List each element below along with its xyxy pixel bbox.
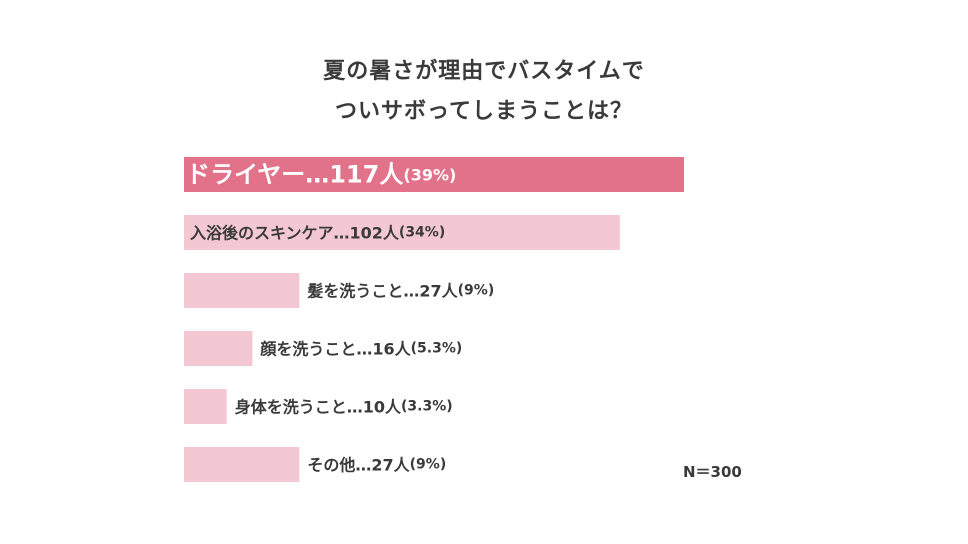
bar-label-pct-4: (3.3%) bbox=[401, 399, 453, 415]
bar-label-main-5: その他…27人 bbox=[307, 455, 410, 474]
chart-title-line-1: 夏の暑さが理由でバスタイムで bbox=[323, 59, 645, 84]
bar-4 bbox=[184, 389, 227, 424]
bar-label-main-0: ドライヤー…117人 bbox=[186, 161, 403, 189]
bar-label-4: 身体を洗うこと…10人(3.3%) bbox=[235, 397, 453, 416]
bar-2 bbox=[184, 273, 300, 308]
bar-5 bbox=[184, 447, 300, 482]
bar-label-0: ドライヤー…117人(39%) bbox=[186, 161, 456, 189]
bar-label-3: 顔を洗うこと…16人(5.3%) bbox=[259, 339, 462, 358]
bar-1 bbox=[184, 215, 620, 250]
bar-label-main-4: 身体を洗うこと…10人 bbox=[235, 397, 402, 416]
bar-label-pct-2: (9%) bbox=[458, 283, 495, 299]
bar-label-pct-1: (34%) bbox=[399, 225, 445, 241]
bar-label-main-3: 顔を洗うこと…16人 bbox=[259, 339, 411, 358]
bar-label-main-1: 入浴後のスキンケア…102人 bbox=[190, 223, 400, 242]
chart-title: 夏の暑さが理由でバスタイムで ついサボってしまうことは？ bbox=[0, 52, 968, 132]
bar-3 bbox=[184, 331, 253, 366]
bar-0 bbox=[184, 157, 684, 192]
bar-label-pct-3: (5.3%) bbox=[411, 341, 463, 357]
bar-label-pct-0: (39%) bbox=[403, 165, 456, 184]
bar-label-pct-5: (9%) bbox=[410, 457, 447, 473]
sample-size-label: N＝300 bbox=[683, 463, 742, 481]
bar-label-main-2: 髪を洗うこと…27人 bbox=[306, 281, 458, 300]
bar-label-5: その他…27人(9%) bbox=[307, 455, 446, 474]
chart-title-line-2: ついサボってしまうことは？ bbox=[335, 99, 633, 124]
bar-label-1: 入浴後のスキンケア…102人(34%) bbox=[190, 223, 445, 242]
bar-label-2: 髪を洗うこと…27人(9%) bbox=[306, 281, 494, 300]
